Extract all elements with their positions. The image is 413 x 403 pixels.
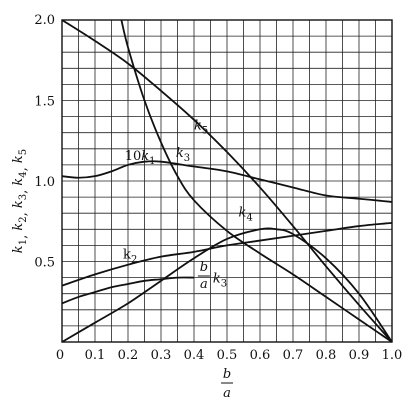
x-tick-label: 0.1: [85, 348, 106, 363]
label-10k1: 10k1: [125, 149, 156, 167]
x-tick-labels: 0 0.1 0.2 0.3 0.4 0.5 0.6 0.7 0.8 0.9 1.0: [56, 348, 402, 363]
label-ba-den: a: [200, 277, 208, 292]
x-label-den: a: [223, 386, 231, 401]
curve-k5: [61, 19, 393, 343]
x-tick-label: 0.7: [283, 348, 304, 363]
label-ba-k3: k3: [213, 271, 227, 289]
x-tick-label: 0.3: [151, 348, 172, 363]
curve-k4: [61, 227, 393, 343]
curve-b-a-k3: [61, 276, 195, 305]
label-ba-num: b: [200, 260, 208, 275]
label-k3: k3: [176, 146, 190, 164]
y-axis-label: k1, k2, k3, k4, k5: [11, 149, 30, 253]
y-tick-labels: 0.5 1.0 1.5 2.0: [34, 13, 55, 271]
label-k5: k5: [194, 118, 208, 136]
grid: [62, 20, 392, 342]
x-tick-label: 0: [56, 348, 64, 363]
label-k2: k2: [123, 247, 137, 265]
curves: [61, 19, 393, 343]
plot-frame: [61, 19, 393, 343]
x-label-num: b: [223, 367, 231, 382]
curve-k2: [61, 221, 393, 287]
y-label-text: k1, k2, k3, k4, k5: [11, 149, 30, 253]
x-tick-label: 1.0: [382, 348, 403, 363]
x-tick-label: 0.9: [349, 348, 370, 363]
y-tick-label: 0.5: [34, 256, 55, 271]
x-tick-label: 0.5: [217, 348, 238, 363]
curve-10k1: [61, 160, 393, 203]
y-tick-label: 1.5: [34, 95, 55, 110]
y-tick-label: 1.0: [34, 175, 55, 190]
x-tick-label: 0.2: [118, 348, 139, 363]
x-tick-label: 0.4: [184, 348, 205, 363]
x-axis-label: ba: [221, 367, 233, 401]
y-tick-label: 2.0: [34, 13, 55, 28]
x-tick-label: 0.8: [316, 348, 337, 363]
curve-k3: [120, 19, 393, 343]
x-tick-label: 0.6: [250, 348, 271, 363]
label-k4: k4: [239, 205, 253, 223]
